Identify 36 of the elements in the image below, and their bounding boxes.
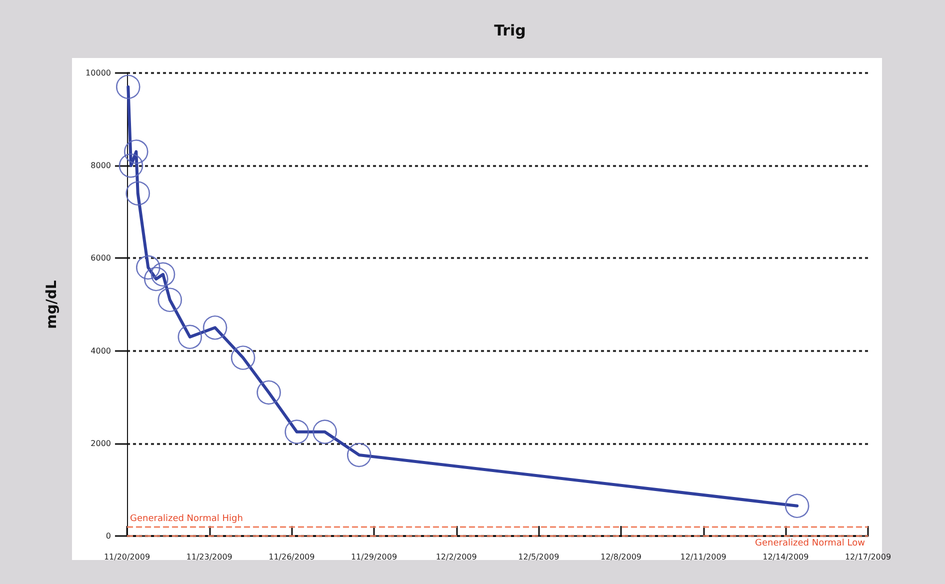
- y-tick-label: 8000: [90, 161, 111, 170]
- y-tick-label: 0: [106, 532, 111, 540]
- point: [158, 288, 182, 312]
- point: [136, 255, 160, 280]
- chart-title: Trig: [494, 22, 526, 40]
- x-tick-label: 12/11/2009: [680, 552, 726, 562]
- point: [150, 262, 176, 287]
- point: [124, 140, 148, 164]
- ref-line-label: Generalized Normal Low: [755, 538, 865, 548]
- point: [312, 420, 337, 444]
- x-tick-label: 12/5/2009: [518, 552, 560, 562]
- x-tick-label: 12/2/2009: [436, 552, 477, 562]
- point: [347, 442, 372, 468]
- point: [202, 316, 228, 340]
- point: [144, 266, 168, 292]
- point: [784, 494, 810, 518]
- point: [230, 346, 256, 370]
- point: [284, 420, 309, 444]
- point: [178, 324, 202, 350]
- x-tick-label: 12/17/2009: [844, 552, 892, 562]
- point: [118, 153, 144, 178]
- x-tick-label: 11/29/2009: [350, 552, 398, 562]
- point: [116, 74, 140, 100]
- y-tick-label: 4000: [90, 346, 111, 356]
- y-tick-label: 6000: [90, 254, 111, 263]
- point: [126, 181, 150, 206]
- x-tick-label: 12/14/2009: [762, 552, 809, 562]
- y-tick-label: 10000: [86, 68, 111, 78]
- x-tick-label: 12/8/2009: [600, 552, 642, 562]
- y-axis-title: mg/dL: [44, 280, 60, 329]
- ref-line-label: Generalized Normal High: [130, 514, 243, 524]
- y-tick-label: 2000: [90, 438, 111, 448]
- x-tick-label: 11/26/2009: [268, 552, 315, 562]
- x-tick-label: 11/20/2009: [104, 552, 150, 562]
- point: [256, 380, 281, 405]
- x-tick-label: 11/23/2009: [186, 552, 232, 562]
